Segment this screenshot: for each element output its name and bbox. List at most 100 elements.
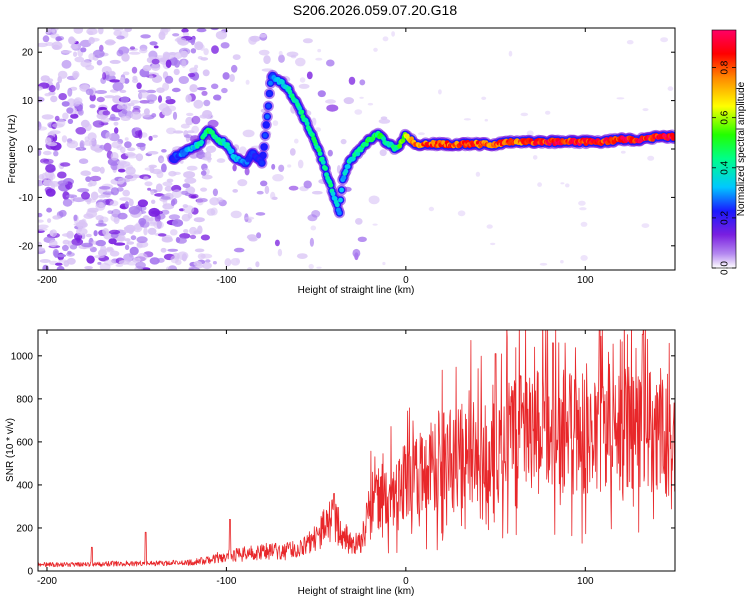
noise-blob xyxy=(129,46,136,50)
noise-blob xyxy=(103,142,112,152)
noise-blob xyxy=(128,205,141,215)
noise-blob xyxy=(263,55,271,65)
ridge-core xyxy=(310,132,315,138)
spectrogram-noise-layer xyxy=(38,28,674,270)
noise-blob xyxy=(118,177,129,183)
noise-blob xyxy=(122,189,130,197)
noise-blob xyxy=(93,230,98,237)
noise-blob xyxy=(290,54,297,59)
noise-blob xyxy=(200,170,207,176)
noise-blob xyxy=(123,78,130,84)
noise-blob xyxy=(38,149,42,156)
noise-blob xyxy=(114,127,119,134)
noise-blob xyxy=(201,174,213,180)
noise-blob xyxy=(135,153,144,162)
x-tick-label: 0 xyxy=(403,576,409,587)
noise-blob xyxy=(161,236,173,243)
noise-blob xyxy=(200,187,208,192)
noise-blob xyxy=(647,155,655,161)
noise-blob xyxy=(87,30,94,36)
ridge-core xyxy=(267,91,272,96)
noise-blob xyxy=(475,171,481,177)
noise-blob xyxy=(110,152,119,161)
spectrogram-x-axis-label: Height of straight line (km) xyxy=(298,285,415,296)
noise-blob xyxy=(61,101,70,107)
noise-blob xyxy=(174,37,187,43)
noise-blob xyxy=(85,176,92,183)
noise-blob xyxy=(135,222,141,231)
noise-blob xyxy=(271,163,276,170)
noise-blob xyxy=(161,149,167,153)
noise-blob xyxy=(311,190,323,195)
noise-blob xyxy=(193,230,202,234)
noise-blob xyxy=(95,90,107,94)
noise-blob xyxy=(172,111,178,120)
ridge-core xyxy=(263,122,269,128)
noise-blob xyxy=(124,137,129,141)
noise-blob xyxy=(131,128,137,137)
noise-blob xyxy=(372,223,378,226)
noise-blob xyxy=(438,89,442,95)
noise-blob xyxy=(38,174,45,180)
ridge-core xyxy=(264,114,270,119)
noise-blob xyxy=(325,99,336,104)
noise-blob xyxy=(182,183,191,189)
noise-blob xyxy=(310,225,317,231)
noise-blob xyxy=(102,72,107,80)
noise-blob xyxy=(61,233,74,237)
colorbar: 0.0 0.2 0.4 0.6 0.8 Normalized spectral ampl… xyxy=(711,29,747,275)
noise-blob xyxy=(116,104,125,110)
ridge-core xyxy=(330,191,336,197)
noise-blob xyxy=(311,117,317,126)
noise-blob xyxy=(258,49,270,56)
noise-blob xyxy=(183,171,196,179)
noise-blob xyxy=(299,77,306,83)
noise-blob xyxy=(379,149,387,157)
noise-blob xyxy=(580,221,588,227)
y-tick-label: 20 xyxy=(22,48,34,59)
noise-blob xyxy=(149,41,158,46)
noise-blob xyxy=(85,88,94,96)
y-tick-label: 600 xyxy=(16,437,33,448)
noise-blob xyxy=(89,93,96,102)
noise-blob xyxy=(125,152,136,157)
noise-blob xyxy=(359,79,366,86)
noise-blob xyxy=(88,36,95,45)
ridge-core xyxy=(299,109,305,115)
colorbar-tick-label: 0.6 xyxy=(720,110,731,124)
noise-blob xyxy=(373,47,378,52)
noise-blob xyxy=(508,50,513,57)
noise-blob xyxy=(355,218,363,225)
noise-blob xyxy=(86,199,91,205)
noise-blob xyxy=(97,261,102,265)
noise-blob xyxy=(172,33,180,37)
noise-blob xyxy=(141,112,151,118)
noise-blob xyxy=(232,189,238,193)
noise-blob xyxy=(288,185,299,191)
ridge-core xyxy=(266,103,271,109)
noise-blob xyxy=(49,130,61,135)
noise-blob xyxy=(368,195,380,205)
noise-blob xyxy=(620,150,626,154)
noise-blob xyxy=(148,164,157,169)
ridge-core xyxy=(297,106,302,111)
noise-blob xyxy=(185,94,192,103)
colorbar-tick-label: 0.8 xyxy=(720,60,731,74)
noise-blob xyxy=(179,233,191,239)
noise-blob xyxy=(164,185,173,192)
noise-blob xyxy=(49,239,58,247)
ridge-core xyxy=(341,175,347,181)
noise-blob xyxy=(62,191,70,200)
noise-blob xyxy=(579,207,587,211)
noise-blob xyxy=(124,224,136,233)
noise-blob xyxy=(96,59,103,66)
noise-blob xyxy=(352,248,361,258)
noise-blob xyxy=(58,93,67,101)
noise-blob xyxy=(142,64,152,72)
snr-panel: -200 -100 0 100 0 200 400 600 800 1000 Height of… xyxy=(5,329,676,597)
spectrogram-ridge-layer xyxy=(167,70,675,219)
noise-blob xyxy=(160,196,171,200)
noise-blob xyxy=(108,116,121,121)
noise-blob xyxy=(53,150,59,157)
